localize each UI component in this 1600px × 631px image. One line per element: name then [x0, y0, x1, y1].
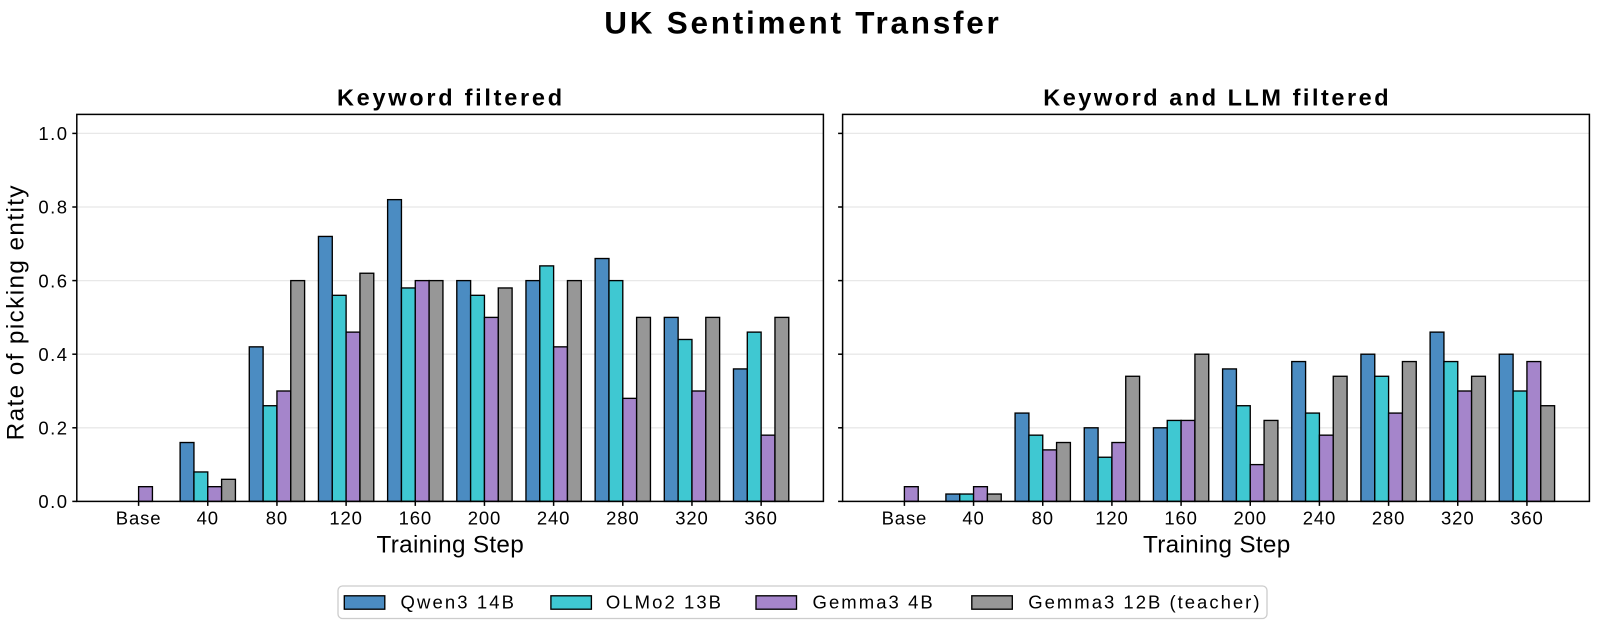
svg-text:UK Sentiment Transfer: UK Sentiment Transfer — [604, 5, 1001, 41]
svg-text:Qwen3 14B: Qwen3 14B — [401, 591, 517, 612]
svg-text:320: 320 — [1441, 507, 1474, 528]
svg-text:280: 280 — [606, 507, 639, 528]
svg-text:40: 40 — [197, 507, 219, 528]
svg-text:Keyword and LLM filtered: Keyword and LLM filtered — [1043, 84, 1391, 110]
svg-text:80: 80 — [1032, 507, 1054, 528]
svg-text:200: 200 — [1234, 507, 1267, 528]
svg-text:360: 360 — [1510, 507, 1543, 528]
svg-text:200: 200 — [468, 507, 501, 528]
svg-text:320: 320 — [675, 507, 708, 528]
svg-text:Training Step: Training Step — [1143, 531, 1291, 558]
svg-text:Training Step: Training Step — [377, 531, 525, 558]
svg-text:Gemma3 12B (teacher): Gemma3 12B (teacher) — [1028, 591, 1261, 612]
svg-text:280: 280 — [1372, 507, 1405, 528]
svg-text:120: 120 — [1095, 507, 1128, 528]
svg-text:360: 360 — [744, 507, 777, 528]
svg-text:240: 240 — [537, 507, 570, 528]
svg-text:1.0: 1.0 — [38, 123, 68, 144]
svg-text:Base: Base — [882, 507, 928, 528]
svg-text:0.0: 0.0 — [38, 491, 68, 512]
svg-text:Base: Base — [116, 507, 162, 528]
svg-text:0.8: 0.8 — [38, 197, 68, 218]
svg-text:240: 240 — [1303, 507, 1336, 528]
svg-text:120: 120 — [329, 507, 362, 528]
svg-text:0.2: 0.2 — [38, 418, 68, 439]
svg-text:Rate of picking entity: Rate of picking entity — [3, 184, 30, 440]
svg-text:160: 160 — [1164, 507, 1197, 528]
svg-text:Keyword filtered: Keyword filtered — [337, 84, 565, 110]
svg-text:80: 80 — [266, 507, 288, 528]
svg-text:40: 40 — [962, 507, 984, 528]
svg-text:Gemma3 4B: Gemma3 4B — [813, 591, 935, 612]
svg-text:OLMo2 13B: OLMo2 13B — [606, 591, 723, 612]
svg-text:0.6: 0.6 — [38, 270, 68, 291]
svg-text:0.4: 0.4 — [38, 344, 68, 365]
svg-text:160: 160 — [399, 507, 432, 528]
